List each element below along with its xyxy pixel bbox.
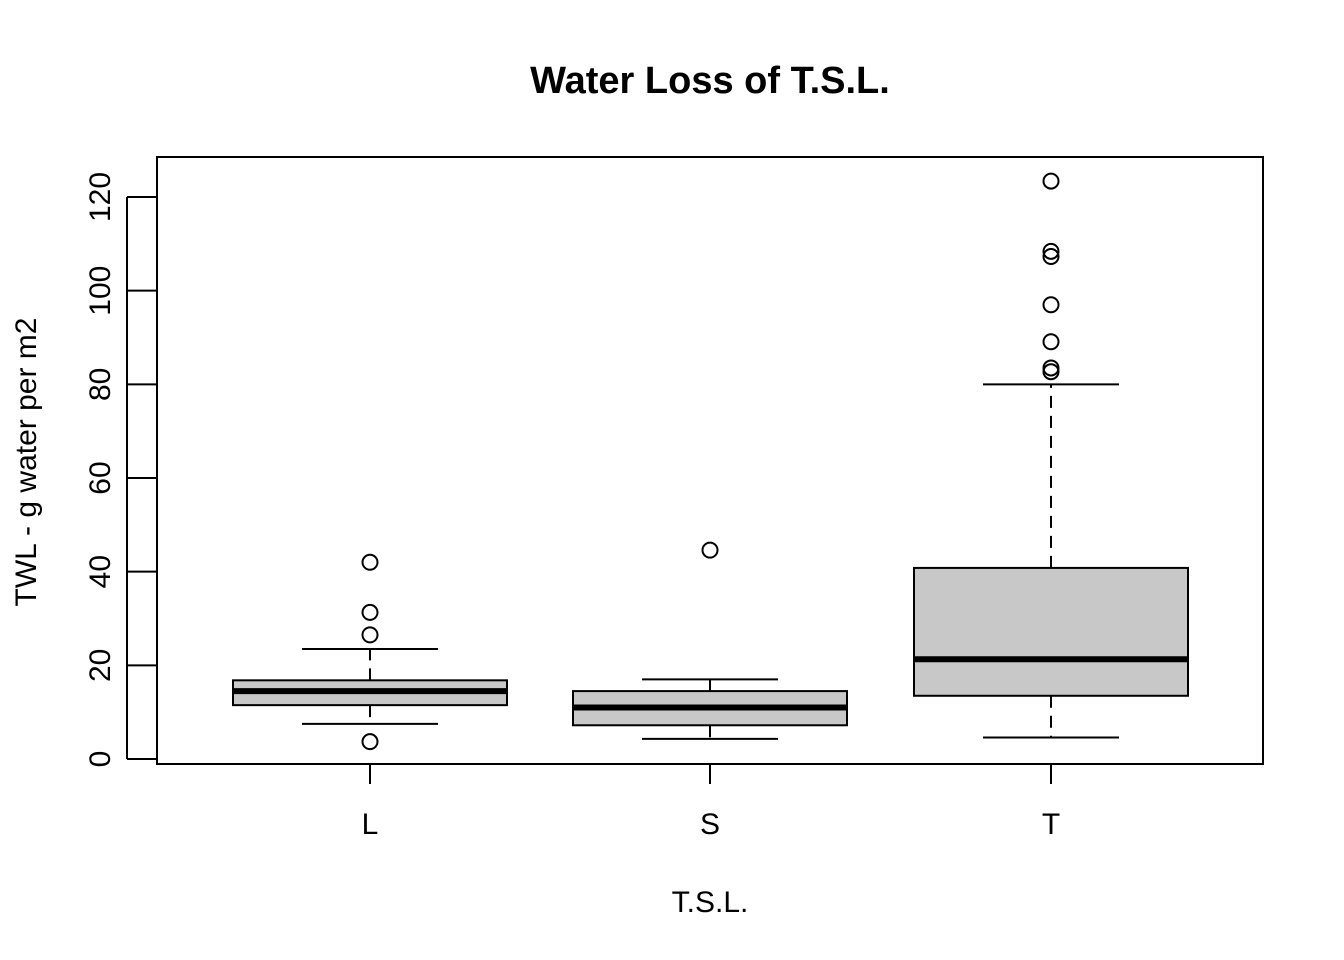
x-tick-label: S bbox=[700, 808, 720, 841]
box-s bbox=[572, 541, 848, 740]
y-tick-label: 40 bbox=[84, 555, 117, 588]
outlier-point bbox=[701, 541, 719, 559]
outlier-point bbox=[1042, 333, 1060, 351]
iqr-box bbox=[913, 566, 1189, 697]
box-l bbox=[232, 553, 508, 751]
y-tick-label: 60 bbox=[84, 461, 117, 494]
outlier-point bbox=[1042, 363, 1060, 381]
outlier-point bbox=[1042, 359, 1060, 377]
x-axis-label: T.S.L. bbox=[672, 886, 749, 919]
y-tick-label: 0 bbox=[84, 751, 117, 768]
outlier-point bbox=[361, 626, 379, 644]
outlier-point bbox=[361, 553, 379, 571]
outlier-point bbox=[361, 733, 379, 751]
outlier-point bbox=[1042, 242, 1060, 260]
y-tick-label: 100 bbox=[84, 266, 117, 316]
y-tick-label: 80 bbox=[84, 368, 117, 401]
outlier-point bbox=[1042, 172, 1060, 190]
x-tick-label: T bbox=[1042, 808, 1060, 841]
outlier-point bbox=[361, 603, 379, 621]
outlier-point bbox=[1042, 296, 1060, 314]
y-axis: 0 20 40 60 80 100 120 bbox=[84, 172, 157, 767]
y-tick-label: 120 bbox=[84, 172, 117, 222]
outlier-point bbox=[1042, 247, 1060, 265]
x-tick-label: L bbox=[362, 808, 379, 841]
y-tick-label: 20 bbox=[84, 649, 117, 682]
box-t bbox=[913, 172, 1189, 739]
chart-title: Water Loss of T.S.L. bbox=[530, 60, 890, 102]
boxes-group bbox=[232, 172, 1189, 751]
y-axis-label: TWL - g water per m2 bbox=[10, 318, 43, 607]
